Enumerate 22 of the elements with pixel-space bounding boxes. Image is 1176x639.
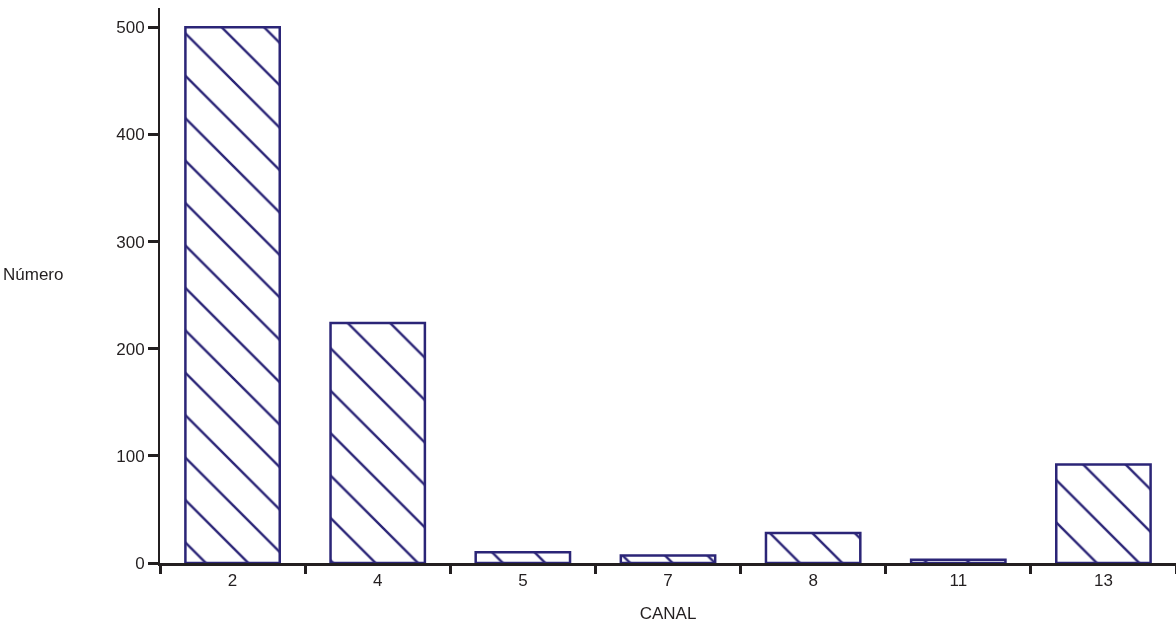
bar bbox=[474, 551, 572, 563]
y-tick-label: 100 bbox=[116, 446, 145, 466]
bar bbox=[1055, 463, 1152, 563]
bar bbox=[764, 531, 862, 563]
x-axis-title: CANAL bbox=[639, 603, 697, 623]
bar bbox=[619, 554, 717, 563]
y-axis-title: Número bbox=[3, 265, 64, 284]
x-tick-label: 2 bbox=[227, 571, 238, 591]
x-tick-label: 13 bbox=[1093, 571, 1113, 591]
bar bbox=[909, 558, 1007, 563]
x-tick-label: 11 bbox=[949, 571, 968, 591]
y-tick-label: 400 bbox=[116, 125, 145, 145]
y-tick-label: 300 bbox=[116, 232, 145, 252]
x-tick-label: 7 bbox=[663, 571, 673, 591]
y-tick-label: 0 bbox=[135, 553, 145, 573]
bar bbox=[329, 321, 427, 563]
x-tick-label: 4 bbox=[372, 571, 383, 591]
y-tick-label: 500 bbox=[116, 18, 145, 38]
x-tick-label: 5 bbox=[518, 571, 528, 591]
y-tick-label: 200 bbox=[116, 339, 145, 359]
bar bbox=[184, 26, 281, 563]
x-tick-label: 8 bbox=[808, 571, 818, 591]
